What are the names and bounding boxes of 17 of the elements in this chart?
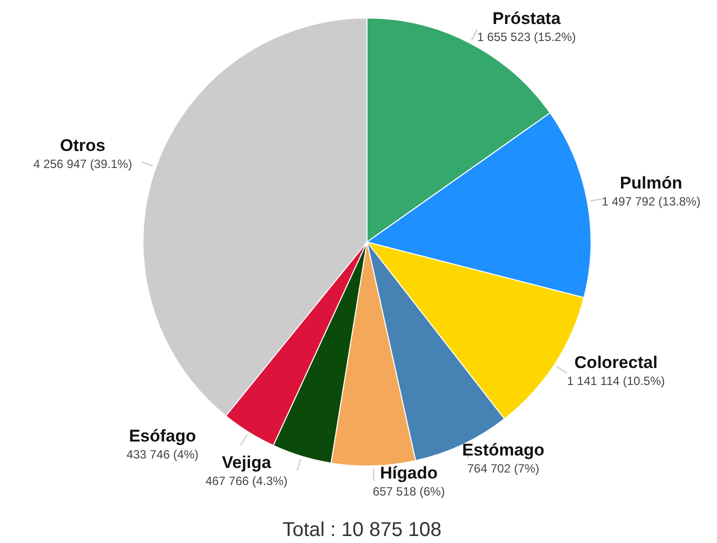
slice-label: Estómago	[462, 440, 544, 460]
slice-label: Vejiga	[222, 452, 272, 472]
data-label: 657 518 (6%)	[372, 484, 445, 499]
data-label: 467 766 (4.3%)	[205, 474, 288, 488]
data-label: 1 497 792 (13.8%)	[602, 194, 700, 209]
data-label: 764 702 (7%)	[467, 461, 540, 476]
slice-label: Pulmón	[620, 174, 682, 193]
data-label: 433 746 (4%)	[126, 448, 199, 462]
data-label: 1 655 523 (15.2%)	[477, 30, 576, 44]
slice-label: Próstata	[492, 9, 562, 28]
slice-label: Otros	[60, 136, 106, 155]
data-label: 4 256 947 (39.1%)	[33, 156, 132, 171]
data-label: 1 141 114 (10.5%)	[567, 374, 665, 388]
text: Total : 10 875 108	[282, 518, 442, 542]
slice-label: Colorectal	[574, 352, 658, 372]
slice-label: Esófago	[128, 426, 196, 446]
slice-label: Hígado	[380, 464, 438, 483]
